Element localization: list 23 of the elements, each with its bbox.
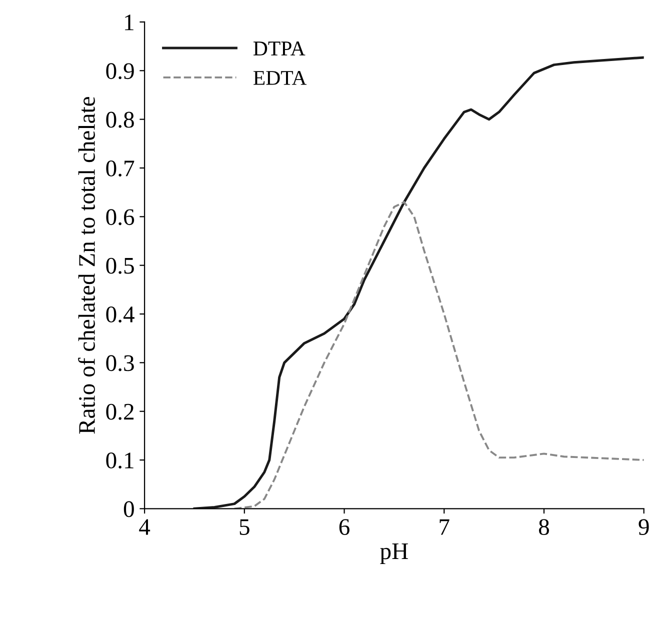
x-tick-label: 9 — [638, 519, 649, 536]
y-tick-label: 0.2 — [106, 404, 134, 420]
legend-label: DTPA — [253, 42, 306, 56]
x-tick-label: 4 — [139, 519, 150, 535]
line-series — [193, 56, 644, 509]
y-tick-label: 0.9 — [106, 63, 134, 80]
y-axis-title: Ratio of chelated Zn to total chelate — [78, 97, 95, 434]
line-series — [233, 201, 644, 509]
y-tick-label: 0 — [124, 501, 134, 518]
x-tick-label: 8 — [538, 519, 549, 536]
x-axis-title: pH — [380, 544, 408, 564]
y-tick-label: 0.8 — [106, 112, 134, 128]
y-tick-label: 1 — [125, 14, 134, 30]
legend-label: EDTA — [253, 70, 307, 85]
x-tick-label: 5 — [240, 519, 250, 536]
y-tick-label: 0.3 — [106, 355, 134, 372]
y-tick-label: 0.7 — [106, 160, 134, 177]
x-tick-label: 7 — [440, 519, 450, 535]
y-tick-label: 0.1 — [106, 452, 134, 469]
y-tick-label: 0.4 — [106, 306, 134, 323]
x-tick-label: 6 — [339, 519, 350, 536]
y-tick-label: 0.6 — [106, 209, 134, 226]
y-tick-label: 0.5 — [106, 258, 134, 274]
